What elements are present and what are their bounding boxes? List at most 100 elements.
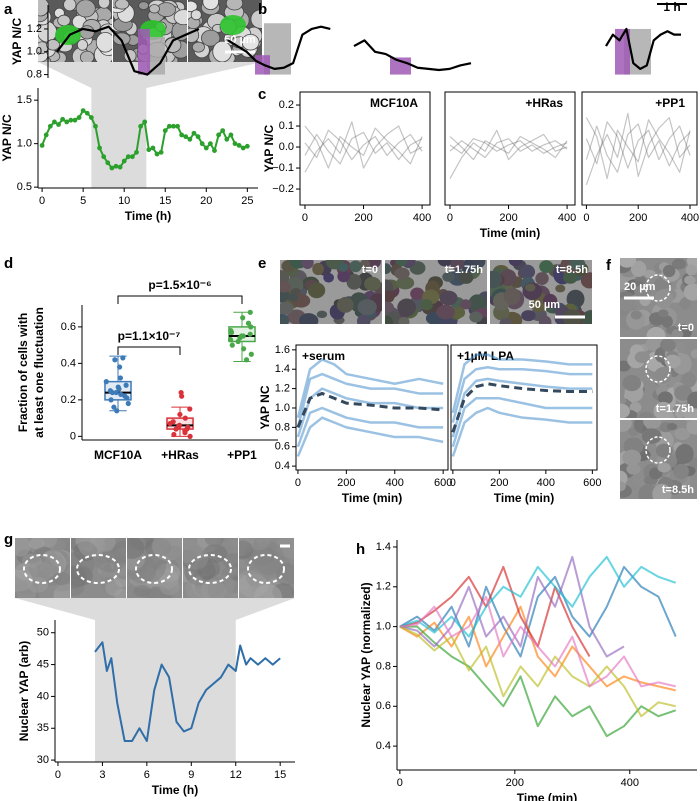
y-tick-label: −0.1	[272, 162, 294, 174]
cell	[346, 273, 362, 290]
y-tick-label: 1.0	[17, 138, 32, 150]
scale-bar-label: 1 h	[663, 0, 680, 14]
point	[80, 108, 86, 114]
cell	[633, 476, 646, 487]
series-line	[304, 125, 423, 169]
point	[171, 431, 177, 438]
annotation: p=1.1×10⁻⁷	[118, 329, 181, 343]
y-axis-label: Nuclear YAP (normalized)	[359, 582, 373, 727]
cell	[46, 39, 60, 51]
series-line	[399, 555, 625, 658]
point	[182, 430, 188, 436]
y-axis-label: Nuclear YAP (arb)	[17, 641, 31, 742]
cell	[436, 304, 455, 320]
x-tick-label: 5	[80, 195, 86, 207]
series-line	[56, 25, 200, 76]
point	[112, 357, 118, 363]
x-axis-label: Time (min)	[517, 791, 577, 801]
window	[138, 28, 150, 75]
cell	[499, 317, 512, 324]
nucleus-outline	[23, 554, 61, 584]
cell	[685, 264, 697, 276]
cell	[666, 422, 678, 431]
time-label: t=0	[362, 264, 378, 276]
x-tick-label: 200	[337, 477, 355, 489]
scale-bar-label: 50 µm	[529, 299, 561, 311]
y-tick-label: 40	[37, 690, 49, 702]
series-line	[451, 377, 593, 438]
series-line	[304, 131, 423, 165]
cell	[286, 277, 304, 293]
cell	[653, 401, 674, 418]
cell	[15, 538, 31, 557]
series-line	[399, 555, 677, 638]
point	[47, 123, 53, 129]
nucleus-outline	[645, 436, 671, 464]
y-tick-label: 0.2	[279, 99, 294, 111]
plot-frame	[581, 91, 698, 206]
cell	[78, 538, 106, 558]
y-tick-label: 0.4	[275, 460, 290, 472]
nucleus-outline	[247, 554, 285, 584]
point	[97, 145, 102, 151]
y-tick-label: 1.2	[27, 23, 42, 35]
x-tick-label: 200	[499, 212, 517, 224]
y-tick-label: −0.2	[272, 183, 294, 195]
cell	[98, 0, 111, 9]
cell	[437, 260, 453, 267]
micrograph	[127, 538, 182, 598]
cell	[280, 301, 294, 315]
cell	[133, 585, 151, 597]
x-tick-label: 0	[450, 477, 456, 489]
point	[171, 123, 176, 129]
cell	[357, 299, 377, 316]
cell	[630, 260, 647, 277]
series-line	[94, 641, 281, 742]
point	[187, 433, 193, 439]
cell	[439, 290, 458, 306]
cell	[385, 301, 395, 315]
panel-label: e	[258, 255, 266, 272]
x-tick-label: 400	[681, 212, 699, 224]
series-line	[451, 366, 593, 423]
micrograph	[280, 260, 382, 324]
series-line	[451, 353, 593, 414]
series-line	[399, 605, 676, 692]
x-tick-label: 15	[159, 195, 171, 207]
cell	[312, 262, 324, 276]
point	[220, 128, 226, 134]
cell	[359, 260, 371, 270]
cell	[173, 9, 187, 26]
y-tick-label: 35	[37, 722, 49, 734]
y-tick-label: 0.5	[17, 181, 32, 193]
cell	[569, 260, 586, 271]
cell	[356, 314, 371, 324]
point	[177, 411, 183, 418]
point	[228, 132, 234, 138]
cell	[690, 349, 697, 359]
y-tick-label: 1.4	[376, 541, 391, 553]
series-line	[399, 565, 677, 658]
point	[158, 149, 164, 155]
cell	[629, 402, 642, 413]
micrograph	[38, 0, 112, 62]
x-tick-label: 6	[144, 769, 150, 781]
cell	[368, 260, 381, 269]
y-tick-label: 0.6	[61, 321, 76, 333]
y-axis-label: YAP N/C	[0, 114, 14, 162]
series-line	[399, 625, 677, 738]
series-line	[399, 595, 676, 688]
point	[52, 119, 57, 125]
cell	[620, 403, 630, 418]
x-tick-label: 0	[447, 212, 453, 224]
cell	[525, 283, 536, 292]
point	[199, 141, 205, 147]
cell	[201, 29, 221, 47]
time-label: t=8.5h	[662, 484, 694, 496]
y-tick-label: 0.1	[279, 120, 294, 132]
point	[175, 123, 180, 129]
cell	[246, 538, 271, 551]
point	[116, 364, 123, 370]
y-tick-label: 0.2	[61, 394, 76, 406]
cell	[671, 329, 684, 337]
